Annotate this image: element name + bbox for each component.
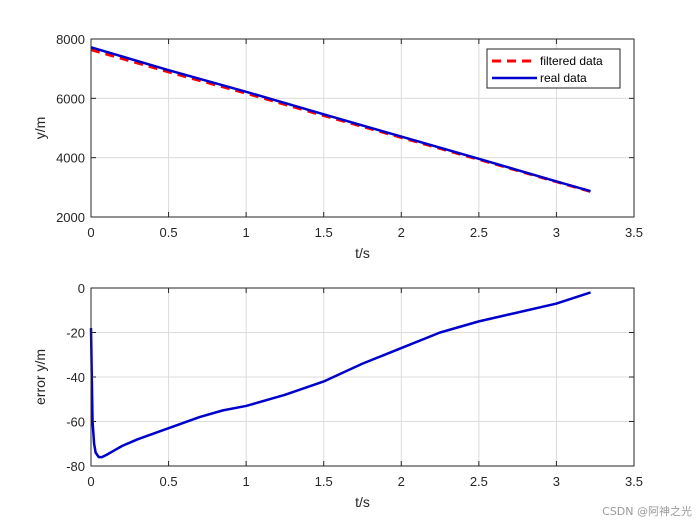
x-tick-label: 1.5 (315, 225, 333, 240)
x-tick-label: 1.5 (315, 474, 333, 489)
y-tick-label: 0 (78, 281, 85, 296)
y-axis-label: y/m (32, 117, 48, 140)
legend: filtered data real data (486, 48, 621, 89)
y-tick-label: -60 (66, 415, 85, 430)
chart-1: 0 0.5 1 1.5 2 2.5 3 3.5 2000 4000 6000 8000 t/s y/m fi… (32, 32, 643, 261)
x-tick-label: 3 (553, 474, 560, 489)
y-tick-label: 2000 (56, 210, 85, 225)
x-tick-label: 3.5 (625, 225, 643, 240)
x-axis-label: t/s (355, 494, 370, 510)
x-tick-label: 2 (398, 474, 405, 489)
series-line-real-data (90, 46, 591, 193)
watermark: CSDN @阿神之光 (602, 505, 692, 518)
x-tick-label: 3 (553, 225, 560, 240)
series-line-error (89, 291, 591, 459)
y-tick-label: -20 (66, 326, 85, 341)
legend-label: filtered data (540, 54, 603, 68)
x-axis-label: t/s (355, 245, 370, 261)
x-tick-label: 2.5 (470, 225, 488, 240)
x-tick-label: 0.5 (160, 474, 178, 489)
x-tick-label: 2.5 (470, 474, 488, 489)
y-tick-label: 6000 (56, 91, 85, 106)
legend-box (486, 48, 621, 89)
x-tick-label: 0 (87, 474, 94, 489)
x-tick-label: 0.5 (160, 225, 178, 240)
x-tick-label: 1 (243, 474, 250, 489)
legend-label: real data (540, 71, 587, 85)
x-tick-label: 1 (243, 225, 250, 240)
x-tick-label: 2 (398, 225, 405, 240)
chart-2: 0 0.5 1 1.5 2 2.5 3 3.5 -80 -60 -40 -20 0 t/s error y/… (32, 281, 643, 510)
x-tick-label: 3.5 (625, 474, 643, 489)
x-tick-label: 0 (87, 225, 94, 240)
y-tick-label: -40 (66, 370, 85, 385)
y-tick-label: -80 (66, 459, 85, 474)
y-tick-label: 8000 (56, 32, 85, 47)
y-axis-label: error y/m (32, 349, 48, 405)
axes-box (90, 38, 635, 218)
y-tick-label: 4000 (56, 151, 85, 166)
